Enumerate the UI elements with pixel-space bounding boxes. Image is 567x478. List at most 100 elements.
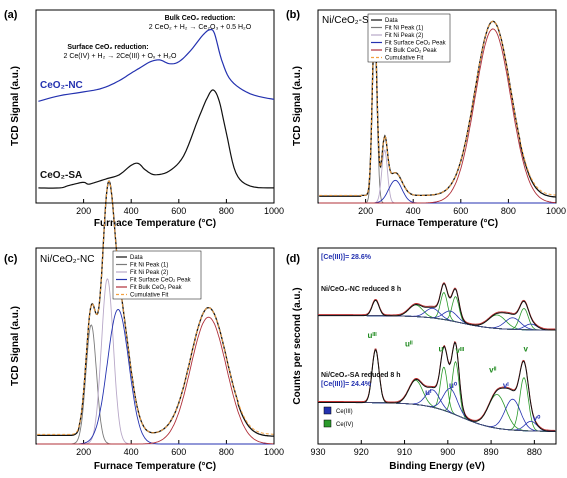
panel-c-tick-label: 600: [171, 447, 186, 457]
panel-c-tick-label: 400: [124, 447, 139, 457]
panel-d-tick-label: 880: [527, 447, 542, 457]
panel-d-xticks: 930 920 910 900 890 880: [310, 440, 542, 457]
panel-b: (b) TCD Signal (a.u.) Furnace Temperatur…: [286, 9, 566, 229]
panel-c-legend-label: Fit Surface CeO₂ Peak: [130, 278, 192, 284]
panel-d-peak-label: v: [523, 344, 528, 353]
panel-c-series: [37, 180, 274, 445]
panel-d-ce4-component: [318, 349, 556, 432]
panel-d-tick-label: 920: [354, 447, 369, 457]
panel-c-tick-label: 800: [219, 447, 234, 457]
panel-b-tick-label: 800: [501, 206, 516, 216]
panel-d-peak-label: vᴵᴵᴵ: [456, 346, 465, 355]
panel-b-letter: (b): [286, 9, 300, 21]
panel-d-legend: Ce(III) Ce(IV): [323, 406, 353, 428]
panel-a-series-line-1: [38, 89, 274, 189]
panel-d-peak-label: v⁰: [533, 414, 541, 423]
panel-b-tick-label: 1000: [546, 206, 566, 216]
panel-c-legend-box: [112, 250, 202, 300]
panel-b-tick-label: 200: [358, 206, 373, 216]
panel-a-series-line-0: [38, 28, 275, 102]
panel-d-label-sa: Ni/CeO₂-SA reduced 8 h: [321, 372, 400, 379]
panel-b-legend-box: [367, 13, 451, 63]
panel-c-ylabel: TCD Signal (a.u.): [10, 306, 21, 386]
panel-d-peak-label: uᴵᴵ: [405, 339, 413, 348]
panel-d-legend-swatch-ce3: [323, 406, 332, 415]
panel-b-legend-label: Data: [385, 18, 398, 24]
panel-d-ce4-component: [318, 308, 556, 331]
panel-d-data-line: [318, 283, 556, 331]
panel-d-tick-label: 900: [440, 447, 455, 457]
panel-d-legend-label-ce4: Ce(IV): [336, 422, 353, 428]
panel-c-tick-label: 200: [76, 447, 91, 457]
panel-d-peak-label: vᴵ: [503, 381, 509, 390]
panel-d-tick-label: 890: [484, 447, 499, 457]
panel-d-peak-label: uᴵᴵᴵ: [367, 331, 377, 340]
panel-c-letter: (c): [4, 253, 18, 265]
panel-b-cumulative-fit: [319, 20, 556, 196]
panel-d-peak-label: vᴵᴵ: [489, 366, 497, 375]
panel-d-ce3-component: [318, 402, 556, 432]
panel-c-cumulative-fit: [37, 180, 274, 435]
panel-b-series: [319, 20, 556, 204]
panel-c-title: Ni/CeO₂-NC: [40, 254, 94, 265]
panel-d-tick-label: 930: [310, 447, 325, 457]
panel-b-peak-3: [319, 28, 556, 204]
panel-a-annotation-bulk-title: Bulk CeO₂ reduction:: [165, 15, 236, 22]
panel-b-title: Ni/CeO₂-SA: [322, 15, 376, 26]
panel-d-peak-labels: uᴵᴵᴵ uᴵᴵ u vᴵᴵᴵ vᴵᴵ v uᴵ u⁰ vᴵ v⁰: [367, 331, 541, 423]
panel-d-peak-label: u⁰: [449, 381, 458, 390]
panel-d-series: [318, 282, 556, 432]
panel-a-annotation-bulk-eq: 2 CeO₂ + H₂ → Ce₂O₃ + 0.5 H₂O: [149, 24, 252, 31]
panel-b-legend-label: Fit Surface CeO₂ Peak: [385, 41, 447, 47]
panel-a-label-nc: CeO₂-NC: [40, 80, 83, 91]
panel-b-legend: Data Fit Ni Peak (1)Fit Ni Peak (2) Fit Su…: [367, 13, 451, 63]
panel-d-ce4-component: [318, 292, 556, 331]
panel-b-legend-label: Fit Bulk CeO₂ Peak: [385, 48, 438, 54]
panel-c: (c) TCD Signal (a.u.) Furnace Temperatur…: [4, 180, 284, 472]
panel-d-ce3-component: [318, 307, 556, 331]
panel-b-legend-label: Fit Ni Peak (2): [385, 33, 423, 39]
panel-b-legend-label: Fit Ni Peak (1): [385, 26, 423, 32]
panel-d-data-line: [318, 341, 556, 432]
panel-a-tick-label: 600: [171, 206, 186, 216]
panel-a-annotation-surface-title: Surface CeO₂ reduction:: [67, 44, 148, 51]
panel-d-legend-label-ce3: Ce(III): [336, 409, 353, 415]
panel-a-frame: [35, 9, 275, 204]
panel-a-xlabel: Furnace Temperature (°C): [94, 218, 216, 229]
panel-d-peak-label: uᴵ: [425, 388, 432, 397]
panel-d-ylabel: Counts per second (a.u.): [292, 287, 303, 404]
panel-c-peak-3: [37, 316, 274, 445]
panel-c-legend-label: Fit Ni Peak (2): [130, 270, 168, 276]
panel-b-ylabel: TCD Signal (a.u.): [292, 66, 303, 146]
panel-c-tick-label: 1000: [264, 447, 284, 457]
panel-b-tick-label: 400: [406, 206, 421, 216]
panel-a-label-sa: CeO₂-SA: [40, 170, 82, 181]
panel-d-peak-label: u: [438, 344, 443, 353]
panel-d-ce3-component: [318, 389, 556, 432]
panel-a-tick-label: 400: [124, 206, 139, 216]
panel-c-peak-2: [37, 309, 274, 445]
panel-a-xticks: 200 400 600 800 1000: [76, 199, 284, 216]
panel-d-ce3-nc: [Ce(III)]= 28.6%: [321, 254, 372, 261]
panel-d-background: [318, 402, 556, 432]
panel-d-ce4-component: [318, 296, 556, 331]
panel-c-legend: Data Fit Ni Peak (1)Fit Ni Peak (2) Fit Su…: [112, 250, 202, 300]
panel-a-ylabel: TCD Signal (a.u.): [10, 66, 21, 146]
panel-b-xticks: 200 400 600 800 1000: [358, 199, 566, 216]
panel-c-xticks: 200 400 600 800 1000: [76, 440, 284, 457]
panel-a: (a) TCD Signal (a.u.) Furnace Temperatur…: [4, 9, 284, 229]
panel-a-tick-label: 1000: [264, 206, 284, 216]
panel-d-letter: (d): [286, 253, 300, 265]
panel-c-legend-label: Fit Ni Peak (1): [130, 263, 168, 269]
panel-a-tick-label: 800: [219, 206, 234, 216]
panel-c-xlabel: Furnace Temperature (°C): [94, 461, 216, 472]
panel-a-annotation-surface-eq: 2 Ce(IV) + H₂ → 2Ce(III) + Oₓ + H₂O: [64, 53, 178, 60]
panel-c-legend-label: Data: [130, 255, 143, 261]
panel-c-peak-1: [37, 278, 274, 445]
panel-a-letter: (a): [4, 9, 18, 21]
panel-c-legend-label: Cumulative Fit: [130, 293, 169, 299]
panel-b-peak-2: [319, 179, 556, 204]
panel-b-tick-label: 600: [453, 206, 468, 216]
panel-b-xlabel: Furnace Temperature (°C): [376, 218, 498, 229]
